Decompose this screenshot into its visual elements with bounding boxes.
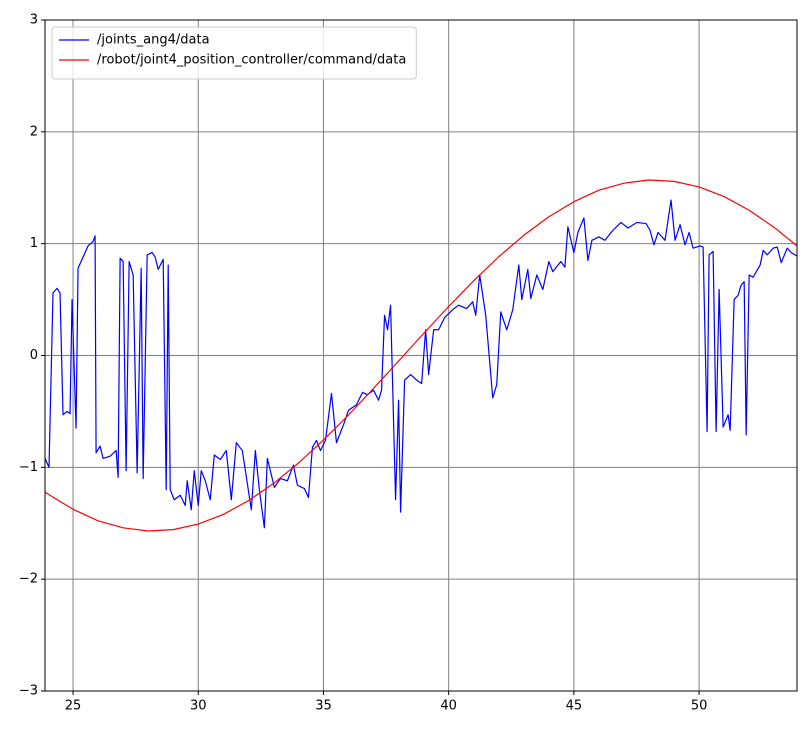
- x-tick-label: 40: [440, 699, 457, 714]
- x-tick-label: 30: [190, 699, 207, 714]
- x-tick-label: 35: [315, 699, 332, 714]
- y-tick-label: 0: [30, 348, 38, 363]
- x-tick-label: 50: [691, 699, 708, 714]
- series-line: [45, 179, 797, 532]
- y-tick-label: −3: [19, 684, 38, 699]
- series-line: [45, 199, 797, 529]
- legend-label: /joints_ang4/data: [97, 33, 210, 48]
- y-tick-label: −1: [19, 460, 38, 475]
- y-tick-label: −2: [19, 572, 38, 587]
- y-tick-label: 1: [30, 236, 38, 251]
- y-tick-label: 2: [30, 124, 38, 139]
- ticks: 25 30 35 40 45 50 −3 −2 −1 0 1 2 3: [19, 13, 708, 714]
- y-tick-label: 3: [30, 13, 38, 28]
- x-tick-label: 25: [65, 699, 82, 714]
- lines: [45, 179, 797, 532]
- legend-box: [51, 26, 417, 80]
- legend: /joints_ang4/data/robot/joint4_position_…: [51, 26, 417, 80]
- legend-label: /robot/joint4_position_controller/comman…: [97, 53, 406, 68]
- x-tick-label: 45: [566, 699, 583, 714]
